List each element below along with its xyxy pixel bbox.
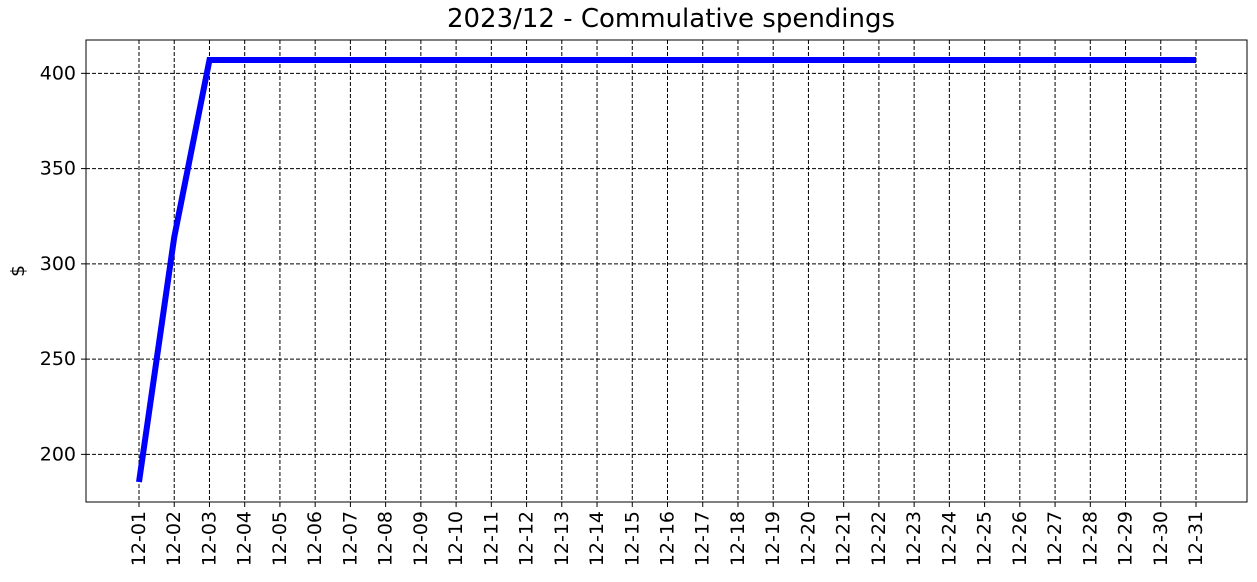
x-tick-label: 12-17 — [692, 511, 714, 566]
x-tick-label: 12-03 — [198, 511, 220, 566]
y-tick-label: 200 — [40, 443, 76, 465]
x-tick-label: 12-14 — [586, 511, 608, 566]
x-tick-label: 12-20 — [797, 511, 819, 566]
x-tick-label: 12-15 — [621, 511, 643, 566]
x-tick-label: 12-28 — [1079, 511, 1101, 566]
x-tick-label: 12-16 — [657, 511, 679, 566]
x-tick-label: 12-25 — [974, 511, 996, 566]
y-axis-label: $ — [7, 265, 29, 277]
y-tick-label: 300 — [40, 253, 76, 275]
axis-ticks — [81, 72, 1197, 507]
x-tick-label: 12-07 — [339, 511, 361, 566]
x-tick-label: 12-05 — [269, 511, 291, 566]
x-tick-label: 12-06 — [304, 511, 326, 566]
x-tick-label: 12-12 — [516, 511, 538, 566]
y-tick-label: 250 — [40, 348, 76, 370]
x-tick-label: 12-23 — [903, 511, 925, 566]
x-tick-label: 12-01 — [128, 511, 150, 566]
x-tick-label: 12-29 — [1115, 511, 1137, 566]
x-tick-label: 12-18 — [727, 511, 749, 566]
grid-lines — [86, 40, 1247, 502]
x-tick-label: 12-22 — [868, 511, 890, 566]
chart-title: 2023/12 - Commulative spendings — [446, 4, 896, 34]
x-tick-label: 12-30 — [1150, 511, 1172, 566]
x-tick-label: 12-21 — [833, 511, 855, 566]
x-tick-label: 12-31 — [1185, 511, 1207, 566]
x-tick-label: 12-13 — [551, 511, 573, 566]
x-tick-label: 12-09 — [410, 511, 432, 566]
x-tick-label: 12-24 — [938, 511, 960, 566]
x-tick-label: 12-19 — [762, 511, 784, 566]
x-tick-label: 12-10 — [445, 511, 467, 566]
x-tick-label: 12-04 — [234, 511, 256, 566]
x-tick-label: 12-08 — [375, 511, 397, 566]
y-tick-label: 400 — [40, 62, 76, 84]
x-tick-label: 12-27 — [1044, 511, 1066, 566]
series-layer — [136, 57, 1196, 483]
series-line — [136, 57, 1196, 483]
plot-frame — [85, 39, 1248, 503]
x-tick-label: 12-26 — [1009, 511, 1031, 566]
x-tick-label: 12-11 — [480, 511, 502, 566]
tick-labels: 12-01 12-02 12-03 12-04 12-05 12-06 12-07 12-08… — [40, 62, 1207, 566]
x-tick-label: 12-02 — [163, 511, 185, 566]
y-tick-label: 350 — [40, 158, 76, 180]
